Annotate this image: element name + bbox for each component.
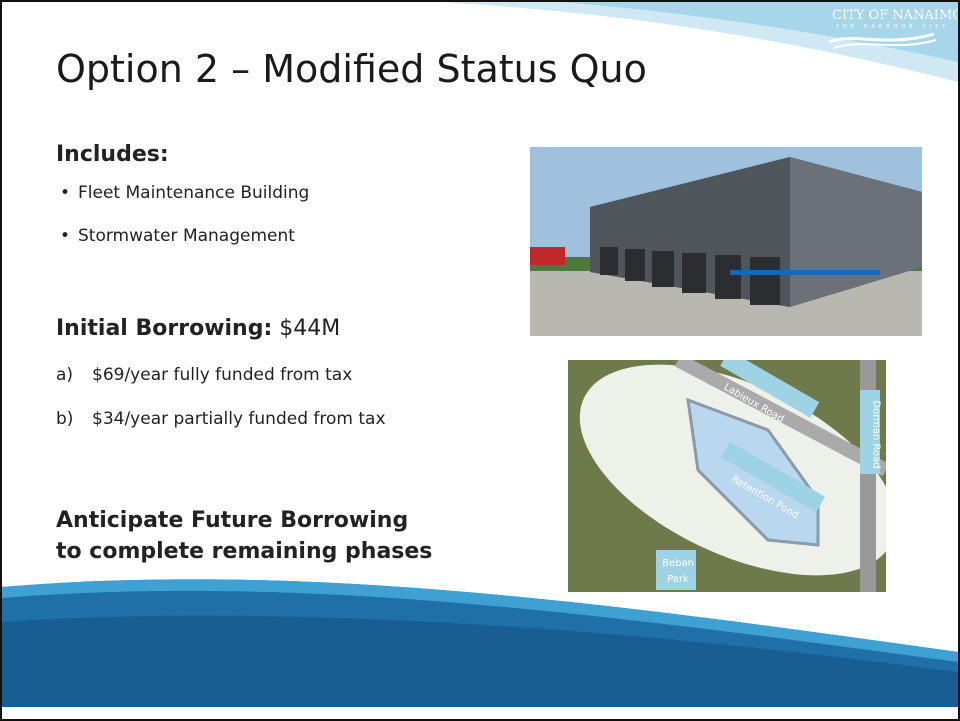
bullet: Stormwater Management bbox=[60, 226, 295, 246]
logo-waves bbox=[828, 32, 937, 49]
borrowing-amount: $44M bbox=[279, 316, 341, 341]
map-label: Dorman Road bbox=[870, 400, 882, 469]
marker: b) bbox=[56, 409, 74, 429]
option: $69/year fully funded from tax bbox=[92, 365, 353, 385]
bullet: Fleet Maintenance Building bbox=[60, 183, 309, 203]
option: $34/year partially funded from tax bbox=[92, 409, 386, 429]
includes-heading: Includes: bbox=[56, 142, 169, 167]
map-label: Beban Park bbox=[662, 558, 694, 585]
borrowing-line: Initial Borrowing: $44M bbox=[56, 316, 340, 341]
top-wave-2 bbox=[562, 2, 958, 62]
map-image bbox=[568, 360, 886, 592]
bottom-wave-2 bbox=[2, 615, 958, 707]
logo-name: CITY OF NANAIMO bbox=[832, 8, 960, 23]
marker: a) bbox=[56, 365, 74, 385]
logo-tagline: THE HARBOUR CITY bbox=[836, 24, 950, 30]
future-line: to complete remaining phases bbox=[56, 539, 433, 564]
slide-title: Option 2 – Modified Status Quo bbox=[56, 47, 647, 91]
building-image bbox=[530, 147, 922, 336]
borrowing-label: Initial Borrowing: bbox=[56, 316, 273, 341]
bottom-wave-light bbox=[2, 579, 958, 662]
future-line: Anticipate Future Borrowing bbox=[56, 508, 409, 533]
